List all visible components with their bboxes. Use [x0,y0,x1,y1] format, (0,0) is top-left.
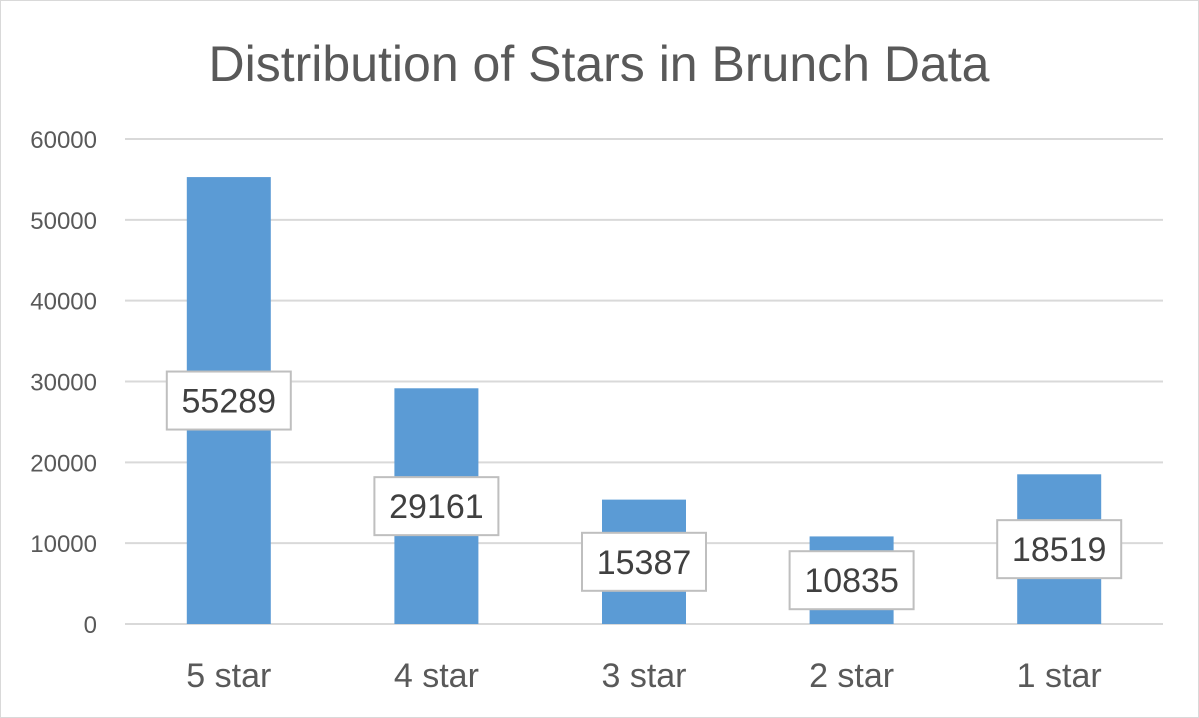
y-tick-label: 60000 [30,127,97,154]
y-tick-label: 20000 [30,450,97,477]
data-label: 15387 [597,544,692,582]
x-axis-category-labels: 5 star 4 star 3 star 2 star 1 star [186,657,1101,695]
data-label-box [373,476,500,537]
data-label-box [581,531,707,592]
y-tick-label: 10000 [30,531,97,558]
data-label: 29161 [389,488,484,526]
data-labels: 55289 29161 15387 10835 18519 [165,370,1123,611]
y-axis-tick-labels: 0 10000 20000 30000 40000 50000 60000 [30,127,97,639]
data-label: 18519 [1012,531,1107,569]
data-label: 55289 [182,383,277,421]
x-category-label: 3 star [601,657,686,695]
x-category-label: 2 star [809,657,894,695]
y-tick-label: 30000 [30,370,97,397]
y-tick-label: 50000 [30,208,97,235]
data-label: 10835 [804,562,899,600]
data-label-box [788,550,915,611]
chart-title: Distribution of Stars in Brunch Data [209,36,990,92]
data-label-box [165,370,292,431]
x-category-label: 5 star [186,657,271,695]
y-tick-label: 40000 [30,289,97,316]
gridlines [125,138,1163,625]
data-label-box [996,519,1123,580]
x-category-label: 1 star [1017,657,1102,695]
y-tick-label: 0 [84,612,97,639]
x-category-label: 4 star [394,657,479,695]
